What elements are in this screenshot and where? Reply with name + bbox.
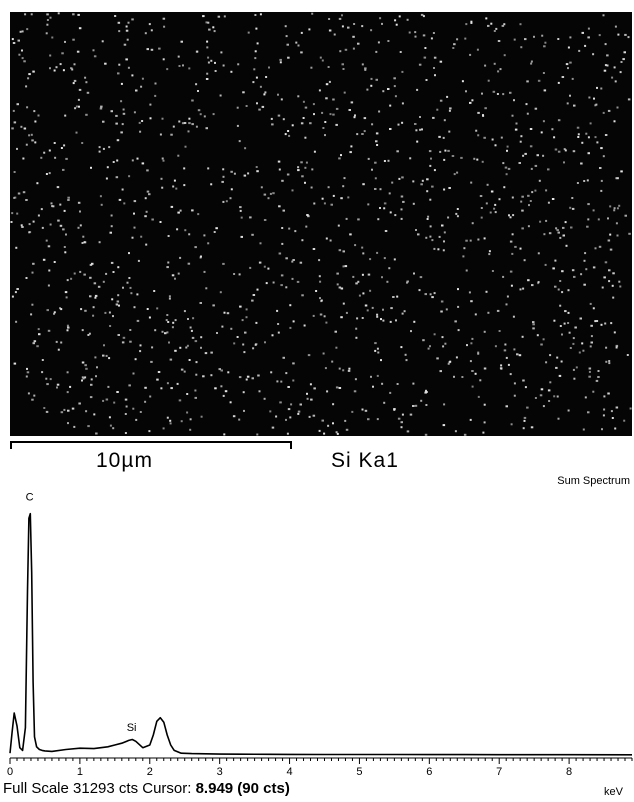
status-line: Full Scale 31293 cts Cursor: 8.949 (90 c… — [3, 780, 290, 797]
x-tick-label: 4 — [286, 766, 292, 778]
scale-label: 10µm — [96, 449, 153, 472]
x-tick-label: 2 — [147, 766, 153, 778]
x-tick-label: 3 — [217, 766, 223, 778]
spectrum-title: Sum Spectrum — [557, 475, 630, 487]
spectrum-line — [9, 512, 633, 756]
x-tick-label: 1 — [77, 766, 83, 778]
x-tick-label: 5 — [356, 766, 362, 778]
si-element-map — [10, 12, 632, 436]
x-axis-unit: keV — [604, 786, 623, 798]
peak-label: Si — [127, 722, 137, 734]
x-tick-label: 6 — [426, 766, 432, 778]
peak-label: C — [26, 492, 34, 504]
si-map-dots — [10, 12, 632, 436]
full-scale-text: Full Scale 31293 cts Cursor: — [3, 780, 196, 797]
x-tick-label: 0 — [7, 766, 13, 778]
cursor-value: 8.949 — [195, 780, 234, 797]
x-tick-label: 7 — [496, 766, 502, 778]
scale-bar — [10, 441, 292, 449]
spectrum-plot: 0 1 2 3 4 5 6 7 8 C Si — [7, 492, 633, 778]
element-label: Si Ka1 — [331, 449, 399, 472]
eds-spectrum: 0 1 2 3 4 5 6 7 8 C Si Sum Spectrum Full Scale 312… — [0, 470, 634, 802]
cursor-counts: (90 cts) — [233, 780, 290, 797]
x-tick-label: 8 — [566, 766, 572, 778]
